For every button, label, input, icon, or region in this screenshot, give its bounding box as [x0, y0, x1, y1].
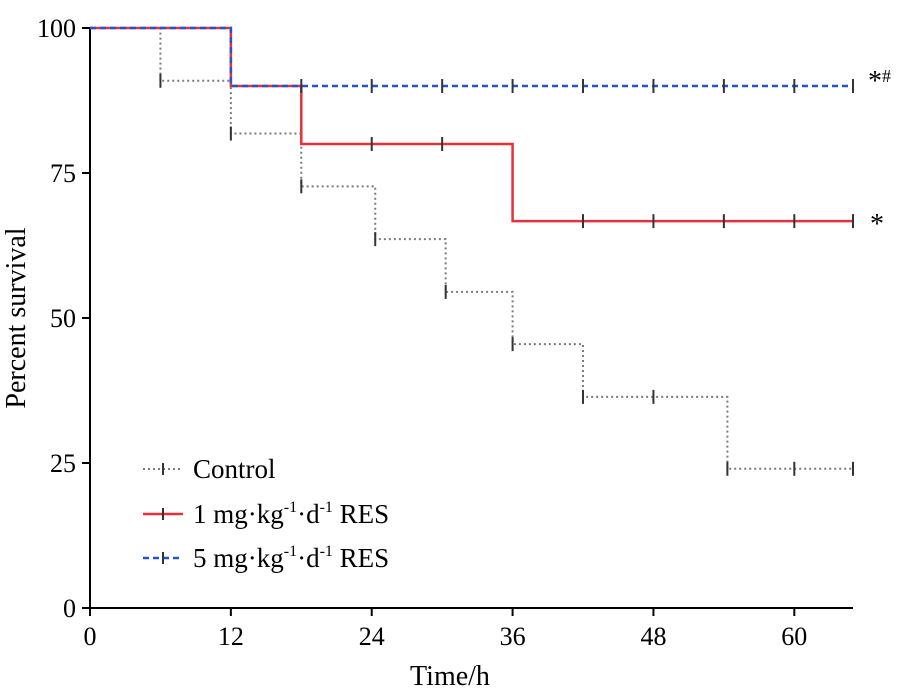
y-tick-label: 75 [50, 159, 76, 188]
y-tick-label: 50 [50, 304, 76, 333]
series-1mg [90, 26, 854, 229]
x-tick-label: 12 [218, 622, 244, 651]
legend-label-5mg: 5 mg·kg-1·d-1 RES [193, 543, 389, 573]
survival-curve-1mg [90, 26, 853, 223]
series-group [90, 26, 854, 476]
legend-item-1mg: 1 mg·kg-1·d-1 RES [143, 499, 389, 529]
x-tick-label: 36 [500, 622, 526, 651]
series-control [90, 27, 854, 476]
survival-curve-5mg [90, 26, 853, 88]
legend-item-control: Control [143, 454, 276, 484]
x-tick-label: 48 [640, 622, 666, 651]
legend-label-control: Control [193, 454, 276, 484]
x-tick-label: 60 [781, 622, 807, 651]
series-5mg [90, 26, 854, 93]
significance-marker-5mg: *# [868, 66, 891, 97]
legend: Control 1 mg·kg-1·d-1 RES 5 mg·kg-1·d-1 … [143, 454, 389, 573]
tick-group: 0 12 24 36 48 60 0 25 50 75 100 [37, 14, 807, 651]
x-axis-title: Time/h [410, 661, 490, 689]
y-tick-label: 100 [37, 14, 76, 43]
y-tick-label: 25 [50, 449, 76, 478]
x-tick-label: 0 [84, 622, 97, 651]
x-tick-label: 24 [359, 622, 385, 651]
legend-label-1mg: 1 mg·kg-1·d-1 RES [193, 499, 389, 529]
significance-marker-1mg: * [870, 209, 884, 240]
survival-curve-control [90, 27, 853, 470]
y-axis-title: Percent survival [1, 227, 32, 408]
y-tick-label: 0 [63, 594, 76, 623]
legend-item-5mg: 5 mg·kg-1·d-1 RES [143, 543, 389, 573]
